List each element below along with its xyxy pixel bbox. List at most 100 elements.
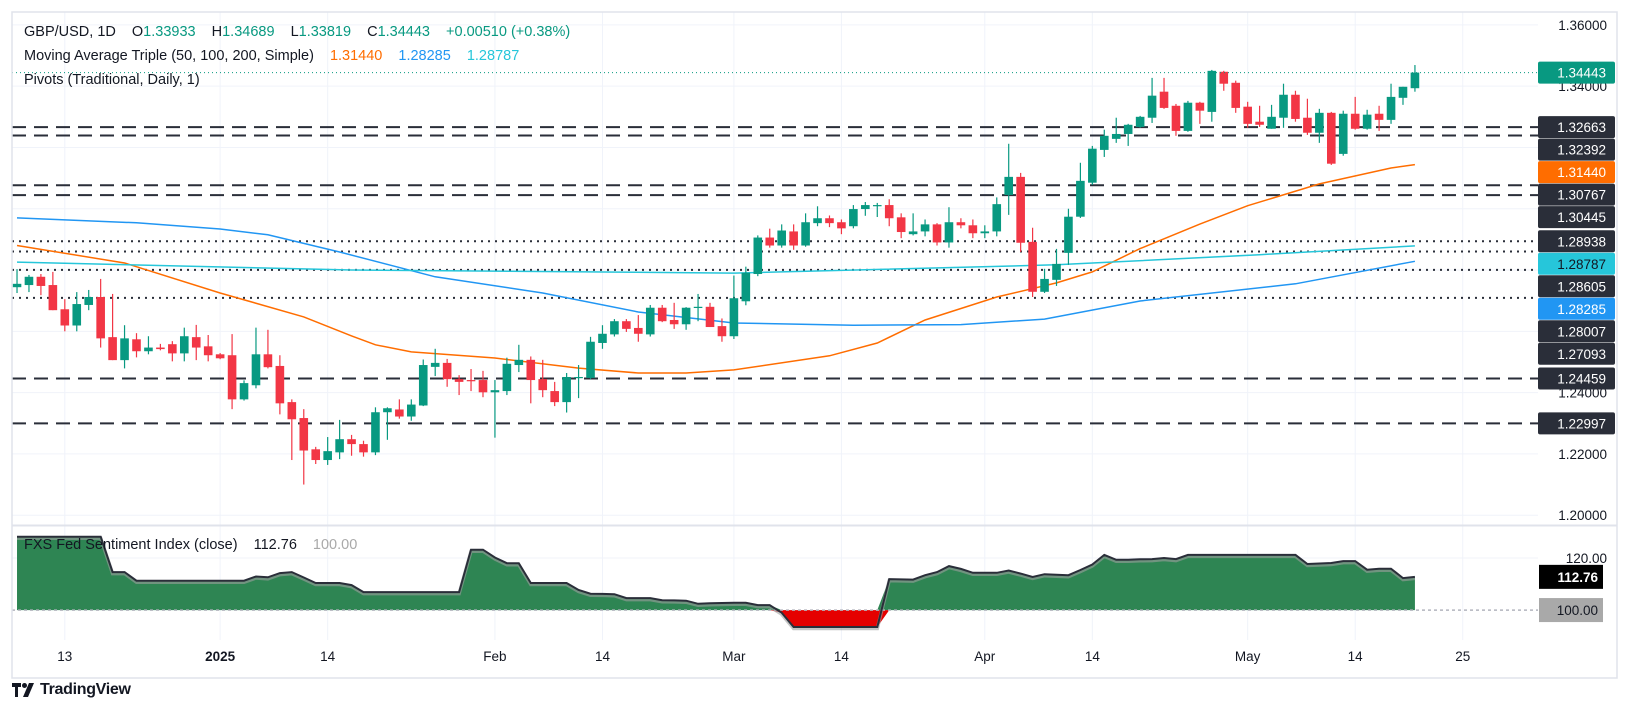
candle-body [634,327,643,334]
candle-bearish [550,381,559,407]
candle-body [347,439,356,445]
candle-bullish [1267,104,1276,129]
indicator-legend[interactable]: FXS Fed Sentiment Index (close) 112.76 1… [24,537,360,553]
tradingview-branding[interactable]: TradingView [12,681,131,699]
pivot-tag: 1.27093 [1538,342,1615,365]
change-value: +0.00510 (+0.38%) [446,24,571,40]
candle-bullish [371,407,380,456]
indicator-tag-label: 100.00 [1557,603,1598,618]
time-axis[interactable]: 13 2025 14 Feb 14 Mar 14 Apr 14 May 14 25 [57,649,1470,664]
price-axis-tags: 1.34443 1.32663 1.32392 1.31440 1.30767 1.304… [1538,61,1615,435]
candle-body [1279,94,1288,118]
candle-bullish [681,307,691,330]
indicator-axis[interactable]: 120.00 112.76 100.00 [1539,551,1607,623]
symbol-legend[interactable]: GBP/USD, 1D O1.33933 H1.34689 L1.33819 C… [24,24,573,40]
price-tag-label: 1.30767 [1557,188,1606,203]
price-tag-label: 1.28787 [1557,257,1606,272]
candle-bullish [335,419,344,460]
candle-bearish [48,271,58,311]
candle-body [1183,102,1193,131]
candle-body [179,336,189,354]
candle-body [574,376,583,379]
candle-body [1350,113,1360,129]
candle-body [1099,135,1109,150]
ma100-line [16,217,1416,326]
sentiment-index-pane [12,535,1538,631]
candle-body [884,205,894,219]
candle-body [371,412,380,453]
indicator-legend-title: FXS Fed Sentiment Index (close) [24,537,238,553]
candle-bearish [287,399,297,461]
candle-bullish [586,336,595,380]
candle-bullish [753,235,763,277]
pivots-legend[interactable]: Pivots (Traditional, Daily, 1) [24,72,203,88]
candle-bearish [1243,101,1252,128]
time-axis-label: May [1235,649,1261,664]
candle-bearish [347,434,356,456]
candle-bullish [1135,115,1145,128]
candle-bearish [108,293,117,361]
candle-bullish [1064,208,1073,265]
candle-bullish [179,327,189,362]
candle-bullish [251,327,261,389]
pivot-tag: 1.30767 [1538,183,1615,206]
candle-body [1111,133,1121,139]
candle-body [586,341,595,378]
candle-body [1291,94,1300,119]
candle-body [383,408,392,413]
candle-bearish [538,359,548,398]
close-label: C [367,24,378,40]
candle-body [12,283,22,288]
last-price-tag: 1.34443 [1538,61,1615,84]
candle-bullish [1410,65,1420,92]
candle-bearish [526,356,536,404]
candle-body [239,383,249,400]
low-value: 1.33819 [298,24,352,40]
candle-bullish [490,380,500,438]
candle-bullish [144,336,153,355]
candle-bearish [765,228,775,248]
candle-bullish [1398,86,1408,105]
ma100-value: 1.28285 [398,48,451,64]
candle-body [48,285,58,311]
candle-body [681,307,691,325]
ma200-value: 1.28787 [466,48,520,64]
candle-bullish [908,213,918,236]
ma100-tag: 1.28285 [1538,297,1615,320]
price-axis-label: 1.22000 [1558,447,1607,462]
candle-body [335,439,344,453]
ma-legend[interactable]: Moving Average Triple (50, 100, 200, Sim… [24,48,522,64]
candle-bearish [825,215,834,228]
candle-body [1219,71,1229,84]
candle-body [944,222,954,243]
pivot-lines [12,126,1538,425]
candle-bullish [120,325,129,369]
candle-body [1398,86,1408,98]
candle-body [729,298,739,337]
candle-bullish [1111,117,1121,143]
candle-bullish [980,225,990,239]
candle-bullish [813,206,822,227]
candle-bullish [1123,123,1133,146]
candle-bullish [1076,162,1085,218]
price-tag-box [1538,206,1615,229]
ma200-line [16,245,1415,274]
candle-body [610,321,619,335]
pivot-tag: 1.22997 [1538,412,1615,435]
candle-body [442,362,452,380]
open-label: O [131,24,144,40]
candle-body [1004,176,1014,195]
candle-body [1171,105,1181,131]
indicator-tag-box [1539,564,1603,589]
candle-body [191,337,201,348]
candle-body [777,230,786,246]
candle-body [502,363,512,392]
candle-bullish [514,344,524,373]
candle-body [359,444,368,453]
candle-bullish [383,407,392,440]
candle-body [717,326,727,337]
candle-body [789,231,798,246]
candle-bearish [622,319,631,332]
candle-bullish [84,289,94,311]
